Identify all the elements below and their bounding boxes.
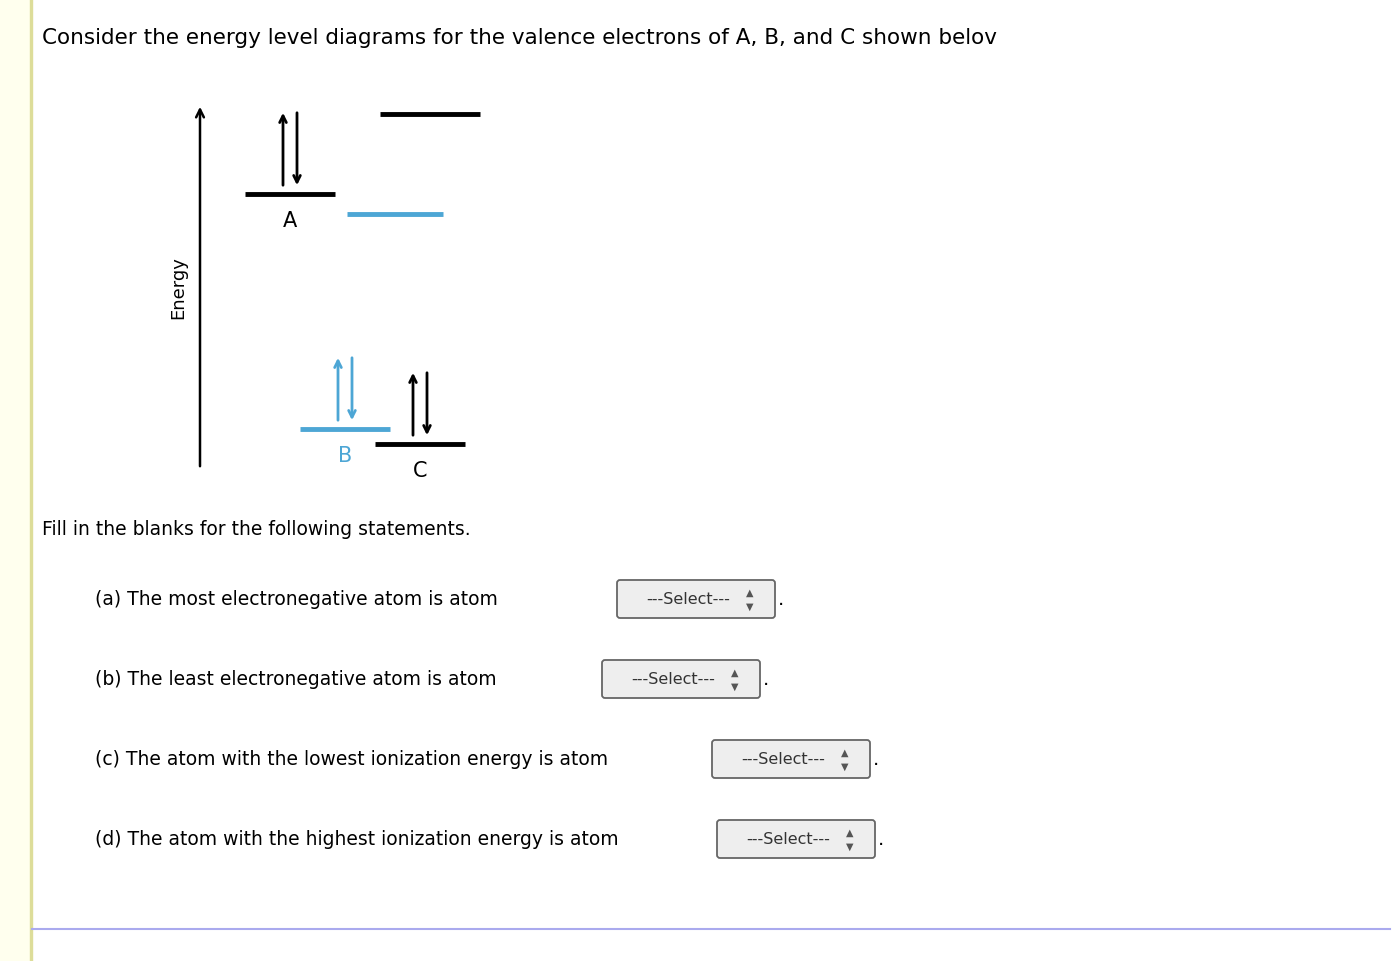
Text: ---Select---: ---Select---	[631, 672, 715, 687]
Text: ---Select---: ---Select---	[746, 831, 831, 847]
Text: (b) The least electronegative atom is atom: (b) The least electronegative atom is at…	[95, 670, 496, 689]
Text: ▼: ▼	[841, 761, 849, 771]
Text: (a) The most electronegative atom is atom: (a) The most electronegative atom is ato…	[95, 590, 498, 609]
FancyBboxPatch shape	[602, 660, 760, 699]
FancyBboxPatch shape	[618, 580, 775, 618]
Text: ▲: ▲	[846, 827, 853, 837]
Text: C: C	[413, 460, 427, 480]
Text: ▲: ▲	[746, 587, 754, 598]
Text: .: .	[878, 829, 884, 849]
Text: Energy: Energy	[169, 256, 187, 319]
Text: A: A	[283, 210, 297, 231]
FancyBboxPatch shape	[717, 820, 875, 858]
Text: ▲: ▲	[841, 748, 849, 757]
Text: Fill in the blanks for the following statements.: Fill in the blanks for the following sta…	[42, 520, 471, 538]
Text: ---Select---: ---Select---	[647, 592, 730, 606]
FancyBboxPatch shape	[712, 740, 870, 778]
Text: ---Select---: ---Select---	[742, 752, 825, 767]
Text: (c) The atom with the lowest ionization energy is atom: (c) The atom with the lowest ionization …	[95, 750, 608, 769]
Text: ▲: ▲	[732, 667, 739, 678]
Text: Consider the energy level diagrams for the valence electrons of A, B, and C show: Consider the energy level diagrams for t…	[42, 28, 997, 48]
Text: ▼: ▼	[846, 841, 853, 851]
Text: .: .	[873, 750, 880, 769]
Bar	[31, 0, 32, 961]
Text: ▼: ▼	[732, 681, 739, 691]
Text: B: B	[337, 446, 353, 465]
Bar	[0, 0, 31, 961]
Text: .: .	[763, 670, 769, 689]
Text: .: .	[778, 590, 785, 609]
Text: (d) The atom with the highest ionization energy is atom: (d) The atom with the highest ionization…	[95, 829, 619, 849]
Text: ▼: ▼	[746, 602, 754, 611]
